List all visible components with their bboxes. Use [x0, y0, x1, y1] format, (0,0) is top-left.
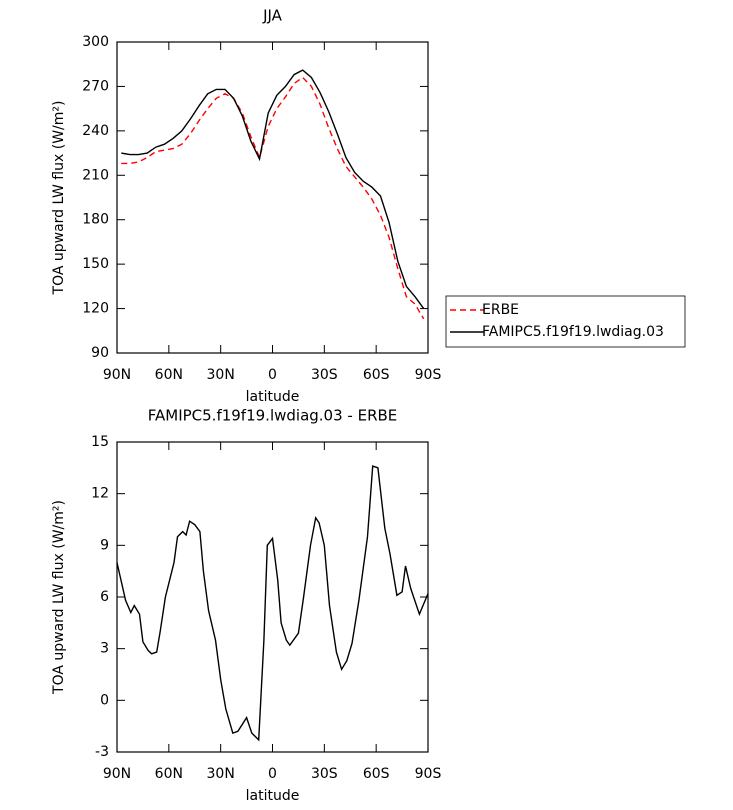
- y-tick-label: 0: [100, 692, 109, 708]
- y-tick-label: 150: [82, 256, 109, 272]
- y-axis-label: TOA upward LW flux (W/m²): [51, 500, 67, 695]
- x-tick-label: 90N: [103, 766, 131, 782]
- chart-title: JJA: [262, 7, 283, 25]
- x-tick-label: 90N: [103, 367, 131, 383]
- chart-title: FAMIPC5.f19f19.lwdiag.03 - ERBE: [148, 407, 398, 425]
- legend-box: [445, 295, 686, 348]
- data-line: [121, 76, 425, 320]
- y-tick-label: 3: [100, 641, 109, 657]
- x-tick-label: 60N: [155, 766, 183, 782]
- x-tick-label: 30S: [311, 367, 338, 383]
- x-tick-label: 0: [268, 367, 277, 383]
- y-axis-label: TOA upward LW flux (W/m²): [51, 101, 67, 296]
- x-tick-label: 0: [268, 766, 277, 782]
- y-tick-label: 180: [82, 212, 109, 228]
- y-tick-label: 9: [100, 537, 109, 553]
- y-tick-label: 270: [82, 78, 109, 94]
- x-axis-label: latitude: [246, 788, 300, 804]
- legend-label: FAMIPC5.f19f19.lwdiag.03: [482, 324, 664, 340]
- data-line: [116, 465, 429, 742]
- x-tick-label: 30S: [311, 766, 338, 782]
- y-tick-label: 120: [82, 301, 109, 317]
- x-tick-label: 60S: [363, 367, 390, 383]
- x-axis-label: latitude: [246, 389, 300, 405]
- x-tick-label: 60N: [155, 367, 183, 383]
- plot-frame: [116, 441, 429, 753]
- x-tick-label: 90S: [415, 367, 442, 383]
- y-tick-label: 300: [82, 34, 109, 50]
- y-tick-label: 6: [100, 589, 109, 605]
- x-tick-label: 30N: [207, 766, 235, 782]
- x-tick-label: 60S: [363, 766, 390, 782]
- y-tick-label: 240: [82, 123, 109, 139]
- y-tick-label: -3: [95, 744, 109, 760]
- data-line: [121, 69, 425, 310]
- x-tick-label: 90S: [415, 766, 442, 782]
- x-tick-label: 30N: [207, 367, 235, 383]
- legend-label: ERBE: [482, 302, 519, 318]
- y-tick-label: 90: [91, 345, 109, 361]
- y-tick-label: 15: [91, 434, 109, 450]
- y-tick-label: 12: [91, 486, 109, 502]
- y-tick-label: 210: [82, 167, 109, 183]
